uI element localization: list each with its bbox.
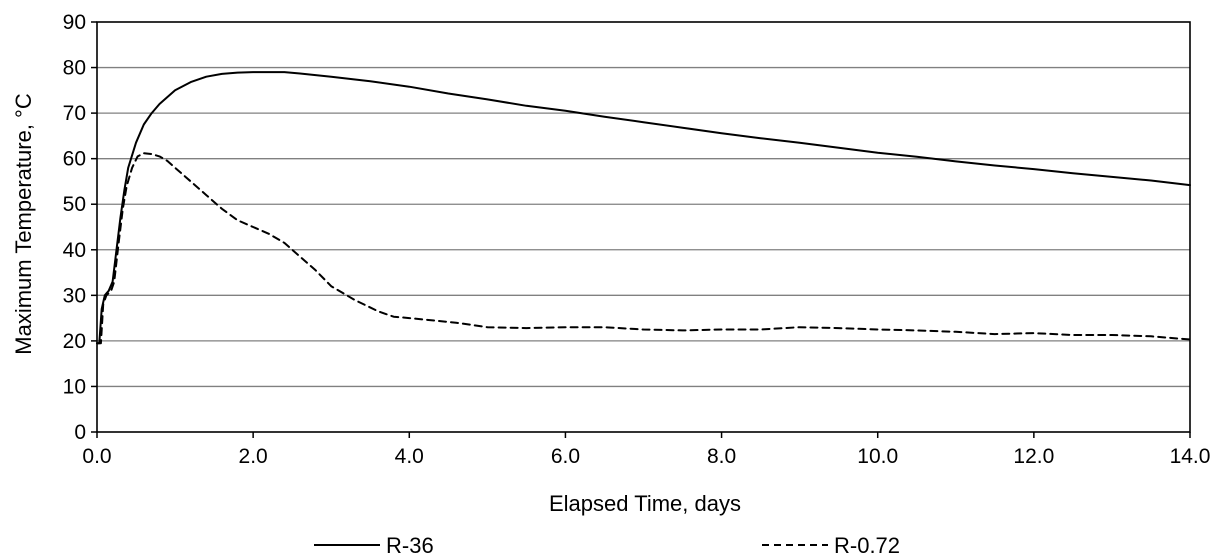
y-tick-label: 70: [63, 102, 86, 125]
gridlines: [97, 66, 1190, 388]
series-line-r-0-72: [96, 152, 1191, 345]
x-tick-label: 14.0: [1170, 445, 1211, 468]
x-tick-label: 8.0: [707, 445, 736, 468]
y-tick-label: 30: [63, 284, 86, 307]
y-tick-label: 20: [63, 330, 86, 353]
x-axis-ticks: 0.0 2.0 4.0 6.0 8.0 10.0 12.0 14.0: [82, 432, 1210, 468]
y-axis-ticks: 0 10 20 30 40 50 60 70 80 90: [63, 11, 97, 444]
x-tick-label: 12.0: [1013, 445, 1054, 468]
x-tick-label: 2.0: [239, 445, 268, 468]
y-tick-label: 0: [74, 421, 86, 444]
series-lines: [96, 71, 1191, 345]
legend-label-r-0-72: R-0.72: [834, 533, 900, 558]
x-axis-title: Elapsed Time, days: [549, 491, 741, 516]
x-tick-label: 10.0: [857, 445, 898, 468]
y-axis-title: Maximum Temperature, °C: [11, 93, 36, 355]
y-tick-label: 10: [63, 375, 86, 398]
x-tick-label: 0.0: [82, 445, 111, 468]
y-tick-label: 60: [63, 148, 86, 171]
y-tick-label: 80: [63, 57, 86, 80]
y-tick-label: 50: [63, 193, 86, 216]
legend-label-r-36: R-36: [386, 533, 434, 558]
legend: R-36 R-0.72: [314, 533, 900, 558]
x-tick-label: 4.0: [395, 445, 424, 468]
plot-area-frame: [96, 21, 1191, 433]
y-tick-label: 90: [63, 11, 86, 34]
x-tick-label: 6.0: [551, 445, 580, 468]
y-tick-label: 40: [63, 239, 86, 262]
series-line-r-36: [96, 71, 1191, 345]
